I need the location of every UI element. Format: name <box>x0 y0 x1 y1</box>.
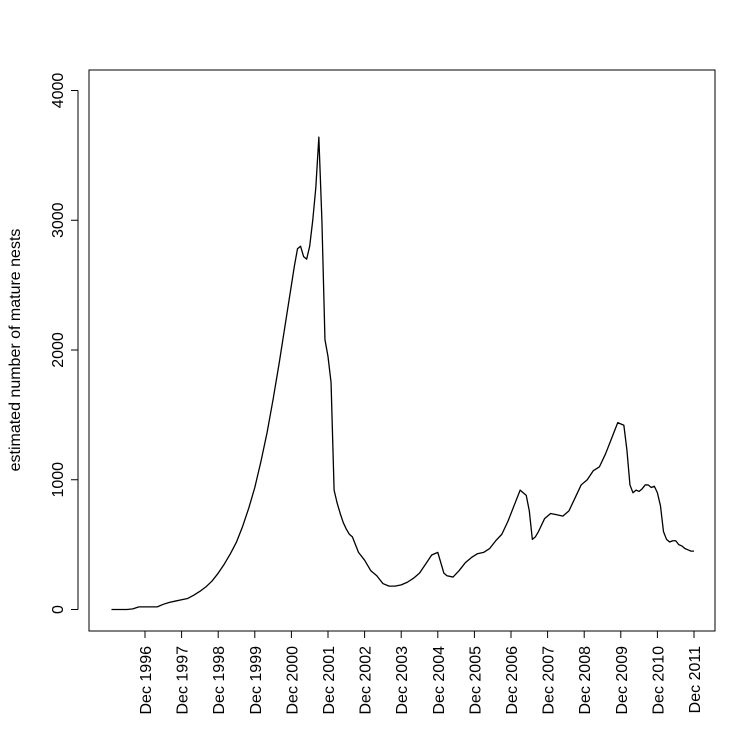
y-tick-label: 4000 <box>50 73 67 109</box>
x-tick-label: Dec 1998 <box>211 646 228 715</box>
x-tick-label: Dec 1997 <box>175 646 192 715</box>
x-tick-label: Dec 1996 <box>138 646 155 715</box>
y-tick-label: 0 <box>50 605 67 614</box>
y-tick-label: 3000 <box>50 202 67 238</box>
x-tick-label: Dec 2003 <box>394 646 411 715</box>
y-axis-label: estimated number of mature nests <box>7 229 24 472</box>
x-tick-label: Dec 2006 <box>504 646 521 715</box>
x-tick-label: Dec 2007 <box>541 646 558 715</box>
x-tick-label: Dec 1999 <box>248 646 265 715</box>
x-tick-label: Dec 2008 <box>577 646 594 715</box>
x-tick-label: Dec 2009 <box>614 646 631 715</box>
x-tick-label: Dec 2005 <box>467 646 484 715</box>
plot-frame <box>88 69 716 632</box>
x-tick-label: Dec 2002 <box>358 646 375 715</box>
y-tick-label: 1000 <box>50 462 67 498</box>
x-tick-label: Dec 2001 <box>321 646 338 715</box>
y-tick-label: 2000 <box>50 332 67 368</box>
x-tick-label: Dec 2010 <box>650 646 667 715</box>
x-tick-label: Dec 2011 <box>687 646 704 713</box>
series-layer <box>111 136 694 611</box>
y-axis: 0 1000 2000 3000 4000 <box>50 73 79 614</box>
x-tick-label: Dec 2000 <box>284 646 301 715</box>
x-axis: Dec 1996 Dec 1997 Dec 1998 Dec 1999 Dec 2000… <box>138 630 704 715</box>
x-tick-label: Dec 2004 <box>431 646 448 715</box>
series-line <box>111 136 694 611</box>
